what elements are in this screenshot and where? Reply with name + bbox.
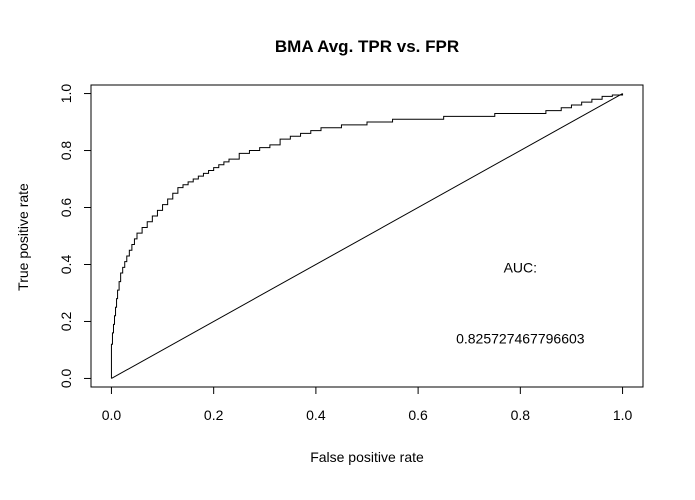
x-tick-label: 0.0 (102, 407, 122, 423)
annotations: AUC: 0.825727467796603 (456, 259, 585, 346)
x-tick-label: 0.4 (306, 407, 326, 423)
roc-curve-line (110, 93, 624, 379)
y-tick-label: 0.8 (58, 141, 74, 161)
x-axis-label: False positive rate (310, 449, 424, 465)
y-tick-label: 0.6 (58, 198, 74, 218)
chart-title: BMA Avg. TPR vs. FPR (275, 37, 459, 56)
y-tick-label: 0.4 (58, 255, 74, 275)
x-tick-label: 0.6 (408, 407, 428, 423)
x-tick-label: 0.8 (511, 407, 531, 423)
x-tick-label: 1.0 (613, 407, 633, 423)
y-tick-label: 0.2 (58, 312, 74, 332)
auc-value: 0.825727467796603 (456, 331, 585, 347)
x-axis: 0.0 0.2 0.4 0.6 0.8 1.0 (102, 386, 633, 423)
y-tick-label: 1.0 (58, 84, 74, 104)
y-axis-label: True positive rate (15, 183, 31, 291)
y-axis: 0.0 0.2 0.4 0.6 0.8 1.0 (58, 84, 92, 389)
x-tick-label: 0.2 (204, 407, 224, 423)
diagonal-reference-line (111, 93, 623, 379)
auc-label: AUC: (504, 259, 537, 275)
y-tick-label: 0.0 (58, 369, 74, 389)
